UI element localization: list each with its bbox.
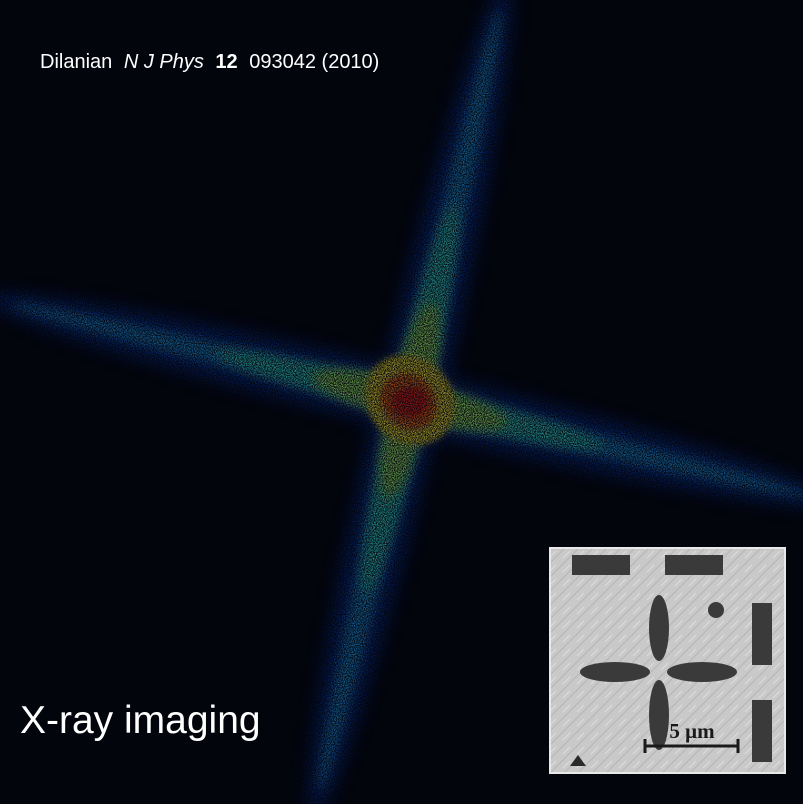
inset-shape — [665, 555, 723, 575]
inset: 5 μm — [550, 548, 785, 773]
page: Dilanian N J Phys 12 093042 (2010) X-ray… — [0, 0, 803, 804]
inset-shape — [752, 700, 772, 762]
figure: Dilanian N J Phys 12 093042 (2010) X-ray… — [0, 0, 803, 804]
citation-article: 093042 (2010) — [249, 51, 379, 73]
inset-shape — [752, 603, 772, 665]
citation-journal: N J Phys — [124, 51, 204, 73]
inset-shape — [572, 555, 630, 575]
citation-volume: 12 — [215, 51, 237, 73]
scale-label: 5 μm — [669, 719, 715, 743]
inset-shape — [667, 662, 737, 682]
citation-author: Dilanian — [40, 51, 112, 73]
inset-shape — [649, 595, 669, 661]
inset-background — [550, 548, 785, 773]
inset-shape — [649, 680, 669, 750]
inset-shape — [708, 602, 724, 618]
inset-shape — [580, 662, 650, 682]
caption: X-ray imaging — [20, 699, 261, 742]
